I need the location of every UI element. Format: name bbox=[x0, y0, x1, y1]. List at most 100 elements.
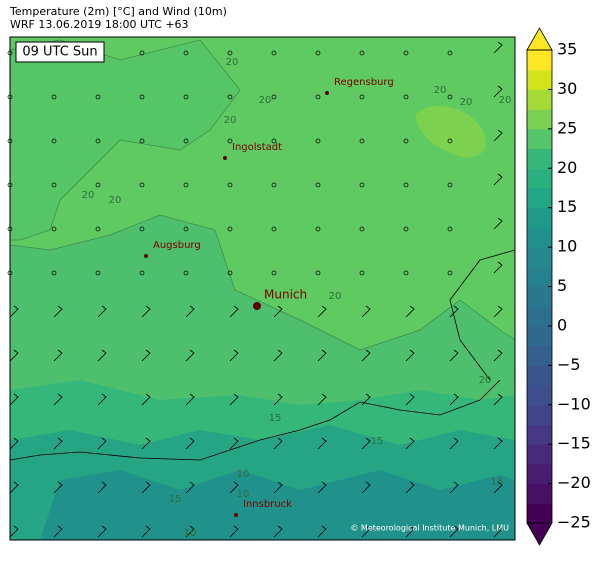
colorbar-tick-label: 0 bbox=[557, 315, 567, 334]
colorbar-band bbox=[527, 345, 552, 366]
calm-marker bbox=[271, 50, 277, 56]
wind-barb bbox=[449, 305, 459, 318]
wind-barb bbox=[97, 525, 107, 538]
contour-label: 15 bbox=[169, 494, 182, 505]
cities: Regensburg Ingolstadt Augsburg Munich Innsbr… bbox=[144, 77, 394, 517]
wind-barb bbox=[493, 173, 503, 186]
wind-barb bbox=[361, 305, 371, 318]
calm-marker bbox=[447, 226, 453, 232]
wind-barb bbox=[53, 349, 63, 362]
wind-barb bbox=[273, 437, 283, 450]
wind-barb bbox=[317, 305, 327, 318]
wind-barb bbox=[449, 525, 459, 538]
calm-marker bbox=[95, 270, 101, 276]
contour-label: 20 bbox=[109, 195, 122, 206]
wind-barb bbox=[53, 525, 63, 538]
calm-marker bbox=[447, 138, 453, 144]
calm-marker bbox=[403, 182, 409, 188]
wind-barb bbox=[53, 393, 63, 406]
calm-marker bbox=[403, 226, 409, 232]
city-label: Regensburg bbox=[334, 77, 394, 88]
calm-marker bbox=[227, 182, 233, 188]
calm-marker bbox=[315, 270, 321, 276]
wind-barb bbox=[361, 437, 371, 450]
wind-barb bbox=[185, 481, 195, 494]
colorbar-tick-label: 35 bbox=[557, 40, 577, 59]
city-marker bbox=[253, 302, 261, 310]
wind-barb bbox=[97, 349, 107, 362]
map-frame bbox=[9, 36, 516, 541]
wind-barb bbox=[97, 305, 107, 318]
colorbar-band bbox=[527, 207, 552, 228]
wind-barb bbox=[9, 349, 19, 362]
colorbar-band bbox=[527, 247, 552, 268]
colorbar-band bbox=[527, 266, 552, 287]
wind-barb bbox=[229, 305, 239, 318]
wind-barb bbox=[361, 349, 371, 362]
wind-barb bbox=[97, 481, 107, 494]
colorbar-band bbox=[527, 424, 552, 445]
colorbar-band bbox=[527, 463, 552, 485]
wind-barb bbox=[361, 481, 371, 494]
city-marker bbox=[223, 156, 227, 160]
city-label: Munich bbox=[264, 288, 307, 302]
wind-barb bbox=[405, 525, 415, 538]
copyright: © Meteorological Institute Munich, LMU bbox=[350, 524, 509, 533]
calm-marker bbox=[139, 94, 145, 100]
calm-marker bbox=[227, 94, 233, 100]
colorbar-band bbox=[527, 148, 552, 169]
title: Temperature (2m) [°C] and Wind (10m) bbox=[9, 5, 227, 18]
wind-barb bbox=[185, 393, 195, 406]
wind-barb bbox=[9, 305, 19, 318]
wind-barb bbox=[317, 349, 327, 362]
wind-barb bbox=[493, 129, 503, 142]
wind-field bbox=[7, 41, 503, 538]
calm-marker bbox=[271, 94, 277, 100]
wind-barb bbox=[9, 525, 19, 538]
calm-marker bbox=[271, 226, 277, 232]
wind-barb bbox=[185, 305, 195, 318]
city-label: Ingolstadt bbox=[232, 142, 282, 153]
wind-barb bbox=[229, 525, 239, 538]
contour-label: 20 bbox=[259, 95, 272, 106]
contour-label: 10 bbox=[237, 469, 250, 480]
calm-marker bbox=[359, 138, 365, 144]
contour-label: 20 bbox=[479, 375, 492, 386]
calm-marker bbox=[359, 94, 365, 100]
calm-marker bbox=[227, 50, 233, 56]
wind-barb bbox=[229, 437, 239, 450]
wind-barb bbox=[317, 437, 327, 450]
calm-marker bbox=[95, 94, 101, 100]
colorbar-band bbox=[527, 325, 552, 347]
border bbox=[9, 249, 516, 461]
wind-barb bbox=[317, 393, 327, 406]
calm-marker bbox=[51, 226, 57, 232]
colorbar-tick-label: −5 bbox=[557, 355, 581, 374]
colorbar-tick-label: −10 bbox=[557, 394, 591, 413]
wind-barb bbox=[493, 349, 503, 362]
calm-marker bbox=[139, 50, 145, 56]
calm-marker bbox=[51, 94, 57, 100]
calm-marker bbox=[51, 270, 57, 276]
calm-marker bbox=[51, 138, 57, 144]
wind-barb bbox=[493, 217, 503, 230]
colorbar-band bbox=[527, 404, 552, 425]
calm-marker bbox=[359, 270, 365, 276]
wind-barb bbox=[9, 437, 19, 450]
warm-patch bbox=[415, 106, 486, 158]
calm-marker bbox=[271, 138, 277, 144]
wind-barb bbox=[493, 437, 503, 450]
wind-barb bbox=[493, 525, 503, 538]
calm-marker bbox=[403, 138, 409, 144]
wind-barb bbox=[273, 305, 283, 318]
colorbar-band bbox=[527, 50, 552, 71]
contour-label: 20 bbox=[224, 115, 237, 126]
calm-marker bbox=[95, 138, 101, 144]
calm-marker bbox=[139, 226, 145, 232]
wind-barb bbox=[141, 437, 151, 450]
wind-barb bbox=[361, 525, 371, 538]
calm-marker bbox=[359, 182, 365, 188]
colorbar-band bbox=[527, 365, 552, 386]
city-marker bbox=[234, 513, 238, 517]
colorbar-band bbox=[527, 168, 552, 189]
